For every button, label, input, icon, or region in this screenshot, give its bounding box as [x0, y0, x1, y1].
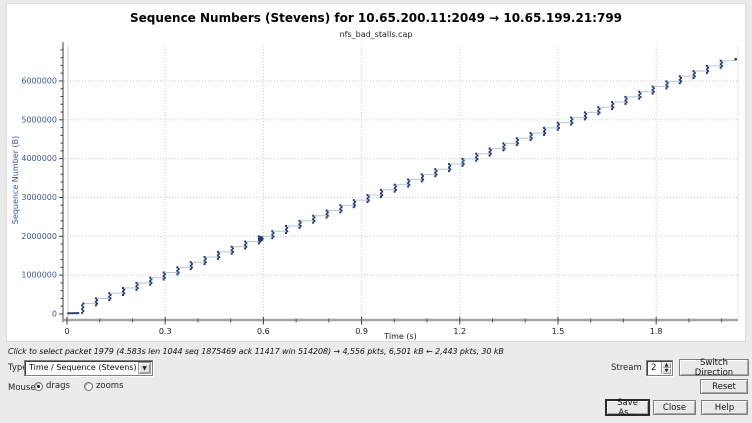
graph-type-value: Time / Sequence (Stevens)	[29, 363, 137, 372]
graph-panel: Sequence Numbers (Stevens) for 10.65.200…	[6, 3, 746, 342]
stream-label: Stream	[611, 363, 642, 373]
graph-type-select[interactable]: Time / Sequence (Stevens) ▼	[24, 360, 153, 376]
stream-stepper[interactable]: 2 ▲ ▼	[646, 360, 673, 376]
stream-value: 2	[651, 363, 657, 373]
svg-text:2000000: 2000000	[21, 232, 57, 241]
svg-text:3000000: 3000000	[21, 193, 57, 202]
svg-text:1000000: 1000000	[21, 271, 57, 280]
save-as-button[interactable]: Save As...	[606, 398, 649, 418]
svg-text:1.2: 1.2	[453, 327, 466, 336]
mouse-mode-group: drags zooms	[34, 381, 134, 391]
radio-zooms-label: zooms	[95, 381, 124, 391]
chevron-down-icon[interactable]: ▼	[138, 362, 151, 374]
chart-title: Sequence Numbers (Stevens) for 10.65.200…	[129, 11, 623, 25]
close-button[interactable]: Close	[653, 400, 696, 415]
sequence-plot[interactable]: 0 1000000 2000000 3000000 4000000 5000000 6000…	[7, 4, 745, 341]
svg-text:0: 0	[64, 327, 69, 336]
radio-drags-label: drags	[46, 381, 70, 391]
chart-subtitle: nfs_bad_stalls.cap	[339, 30, 413, 39]
stream-spin-buttons: ▲ ▼	[661, 362, 671, 374]
svg-text:1.5: 1.5	[552, 327, 565, 336]
svg-text:0.9: 0.9	[355, 327, 368, 336]
svg-text:5000000: 5000000	[21, 115, 57, 124]
svg-text:6000000: 6000000	[21, 76, 57, 85]
radio-zooms-icon[interactable]	[83, 381, 93, 391]
radio-drags-icon[interactable]	[34, 381, 43, 391]
radio-drags[interactable]: drags	[34, 381, 70, 391]
svg-text:1.8: 1.8	[650, 327, 663, 336]
svg-text:0: 0	[52, 310, 57, 319]
svg-text:4000000: 4000000	[21, 154, 57, 163]
radio-zooms[interactable]: zooms	[83, 381, 124, 391]
svg-text:Sequence Number (B): Sequence Number (B)	[11, 136, 20, 224]
spin-up-icon[interactable]: ▲	[662, 362, 671, 368]
spin-down-icon[interactable]: ▼	[662, 368, 671, 374]
help-button[interactable]: Help	[701, 400, 748, 415]
svg-text:0.6: 0.6	[257, 327, 270, 336]
type-label: Type	[8, 363, 28, 373]
svg-text:Time (s): Time (s)	[383, 332, 417, 341]
switch-direction-button[interactable]: Switch Direction	[679, 358, 749, 378]
svg-text:0.3: 0.3	[159, 327, 172, 336]
reset-button[interactable]: Reset	[700, 379, 748, 394]
mouse-label: Mouse	[8, 383, 36, 393]
status-hint: Click to select packet 1979 (4.583s len …	[8, 347, 504, 356]
